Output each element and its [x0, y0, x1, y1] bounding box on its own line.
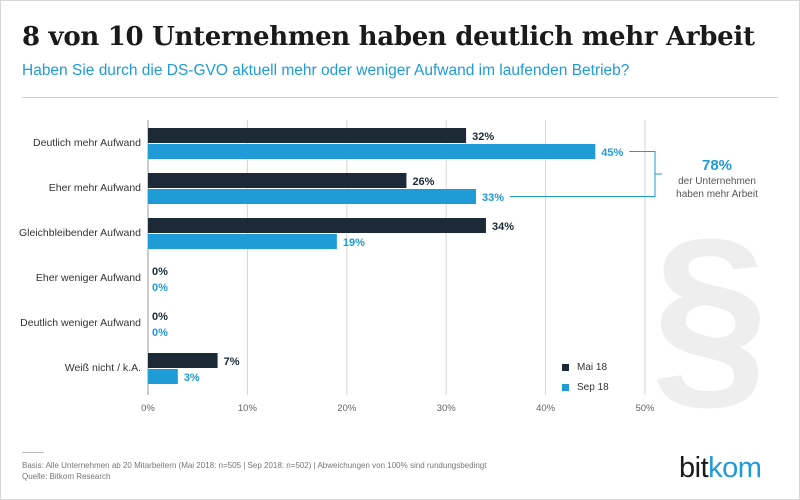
legend-label-mai: Mai 18 — [577, 361, 608, 373]
chart-title: 8 von 10 Unternehmen haben deutlich mehr… — [22, 22, 755, 52]
data-label: 3% — [184, 372, 200, 384]
svg-text:§: § — [655, 215, 765, 415]
category-label: Weiß nicht / k.A. — [65, 362, 141, 374]
data-label: 0% — [152, 282, 168, 294]
legend-item-sep: Sep 18 — [562, 377, 609, 397]
legend-swatch-mai — [562, 363, 569, 371]
x-tick-label: 0% — [141, 403, 155, 414]
callout-text-line1: der Unternehmen — [678, 176, 756, 187]
category-label: Eher mehr Aufwand — [49, 182, 141, 194]
data-label: 26% — [412, 176, 434, 188]
data-label: 19% — [343, 237, 365, 249]
x-tick-label: 10% — [238, 403, 258, 414]
bar — [148, 173, 407, 188]
data-label: 0% — [152, 327, 168, 339]
category-label: Deutlich weniger Aufwand — [20, 317, 141, 329]
paragraph-symbol-icon: § — [655, 215, 765, 415]
footer-basis: Basis: Alle Unternehmen ab 20 Mitarbeite… — [22, 461, 487, 470]
bar — [148, 128, 467, 143]
data-label: 32% — [472, 131, 494, 143]
bar — [148, 144, 596, 159]
x-tick-label: 50% — [635, 403, 655, 414]
logo-part2: kom — [708, 452, 762, 484]
category-label: Deutlich mehr Aufwand — [33, 137, 141, 149]
bar — [148, 189, 477, 204]
chart-subtitle: Haben Sie durch die DS-GVO aktuell mehr … — [22, 62, 630, 79]
callout-value: 78% — [701, 157, 733, 174]
data-label: 7% — [224, 356, 240, 368]
data-label: 45% — [601, 147, 623, 159]
header-divider — [22, 97, 778, 98]
bar — [148, 369, 178, 384]
callout: 78% der Unternehmen haben mehr Arbeit — [662, 157, 772, 201]
legend: Mai 18 Sep 18 — [562, 357, 609, 397]
category-label: Gleichbleibender Aufwand — [19, 227, 141, 239]
x-tick-label: 40% — [536, 403, 556, 414]
data-label: 33% — [482, 192, 504, 204]
data-label: 0% — [152, 311, 168, 323]
bar — [148, 234, 337, 249]
footer-source: Quelle: Bitkom Research — [22, 472, 111, 481]
x-tick-label: 20% — [337, 403, 357, 414]
x-tick-label: 30% — [437, 403, 457, 414]
data-label: 0% — [152, 266, 168, 278]
category-label: Eher weniger Aufwand — [36, 272, 141, 284]
data-label: 34% — [492, 221, 514, 233]
legend-label-sep: Sep 18 — [577, 381, 609, 393]
logo-part1: bit — [679, 452, 709, 484]
footer-divider — [22, 452, 44, 453]
legend-item-mai: Mai 18 — [562, 357, 609, 377]
bitkom-logo: bitkom — [679, 452, 762, 485]
bar — [148, 353, 218, 368]
bar — [148, 218, 486, 233]
callout-text-line2: haben mehr Arbeit — [676, 189, 758, 200]
legend-swatch-sep — [562, 383, 569, 391]
